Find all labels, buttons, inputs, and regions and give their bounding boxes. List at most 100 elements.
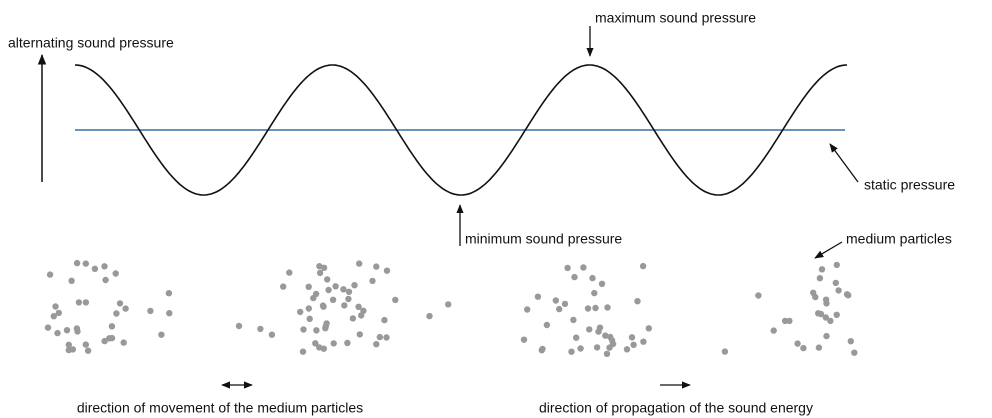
particle: [257, 325, 264, 333]
particle: [556, 305, 563, 313]
particle: [381, 316, 388, 324]
particle: [320, 264, 328, 271]
particle: [580, 264, 587, 271]
particle: [524, 306, 531, 313]
particle: [369, 277, 376, 285]
label: maximum sound pressure: [595, 10, 756, 26]
particle: [74, 328, 81, 335]
particle: [44, 324, 52, 331]
particle: [102, 276, 109, 284]
particle: [543, 321, 551, 329]
particle: [815, 344, 823, 351]
particle: [815, 310, 822, 317]
particle: [818, 266, 826, 273]
arrow: [814, 241, 843, 259]
particle: [598, 280, 606, 287]
particle: [268, 331, 276, 338]
particle: [113, 310, 120, 317]
particle: [84, 347, 92, 354]
particle: [358, 312, 365, 319]
pressure-wave: [74, 64, 848, 196]
particle: [300, 326, 307, 333]
particle: [608, 337, 616, 344]
particle: [591, 289, 598, 297]
particle: [324, 276, 331, 283]
particle: [800, 344, 807, 352]
particle: [341, 302, 348, 309]
particle: [835, 287, 842, 294]
particle: [166, 310, 173, 317]
label: alternating sound pressure: [8, 35, 174, 51]
particle: [63, 327, 71, 334]
particle: [571, 273, 578, 281]
particle: [603, 350, 611, 357]
particle: [305, 305, 312, 312]
particle: [112, 270, 119, 277]
particle: [570, 316, 577, 324]
particle: [376, 333, 383, 341]
particle: [383, 334, 390, 341]
particle: [325, 286, 332, 294]
particle: [329, 296, 337, 303]
particle: [332, 283, 339, 290]
particle: [822, 314, 829, 321]
particle: [340, 286, 347, 293]
particle: [589, 274, 596, 282]
particle: [593, 344, 601, 351]
particle: [68, 277, 75, 284]
particle: [82, 260, 90, 267]
particle: [539, 345, 546, 353]
particle: [106, 335, 113, 342]
particle: [586, 326, 593, 333]
particle: [630, 341, 637, 348]
particle: [755, 292, 762, 299]
particle: [165, 290, 173, 297]
particle: [323, 320, 330, 327]
particle: [54, 329, 61, 337]
label: medium particles: [846, 231, 952, 247]
particle: [316, 269, 324, 277]
particle: [310, 294, 317, 302]
particle: [65, 341, 73, 348]
particle: [606, 344, 613, 351]
particle: [306, 315, 313, 322]
arrow: [829, 143, 859, 183]
particle: [373, 263, 380, 270]
particle: [827, 317, 834, 325]
particle: [781, 317, 789, 325]
particle: [349, 315, 357, 322]
particle: [445, 301, 452, 308]
particle: [832, 279, 839, 287]
particle: [108, 323, 116, 330]
particle: [604, 304, 611, 311]
particle: [50, 313, 57, 320]
particle: [520, 336, 528, 343]
particle: [639, 262, 647, 270]
particle: [628, 334, 636, 341]
particle: [322, 325, 329, 332]
particle: [158, 331, 165, 338]
particle: [845, 292, 852, 299]
particle: [120, 339, 127, 346]
particle: [65, 346, 73, 354]
particle: [46, 271, 54, 278]
particle: [75, 299, 83, 306]
particle: [573, 334, 580, 341]
particle: [116, 300, 124, 307]
particle: [584, 305, 592, 312]
label: direction of propagation of the sound en…: [539, 400, 813, 416]
particle: [392, 296, 399, 304]
particle: [355, 303, 362, 310]
label: minimum sound pressure: [465, 231, 622, 247]
particle: [564, 264, 571, 272]
label: direction of movement of the medium part…: [77, 400, 363, 416]
particle: [344, 339, 351, 347]
particle: [602, 332, 609, 339]
particle: [851, 349, 858, 356]
particle: [577, 345, 584, 352]
particle: [280, 283, 287, 290]
particle: [319, 302, 327, 309]
particle: [330, 340, 337, 347]
particle: [299, 348, 307, 355]
